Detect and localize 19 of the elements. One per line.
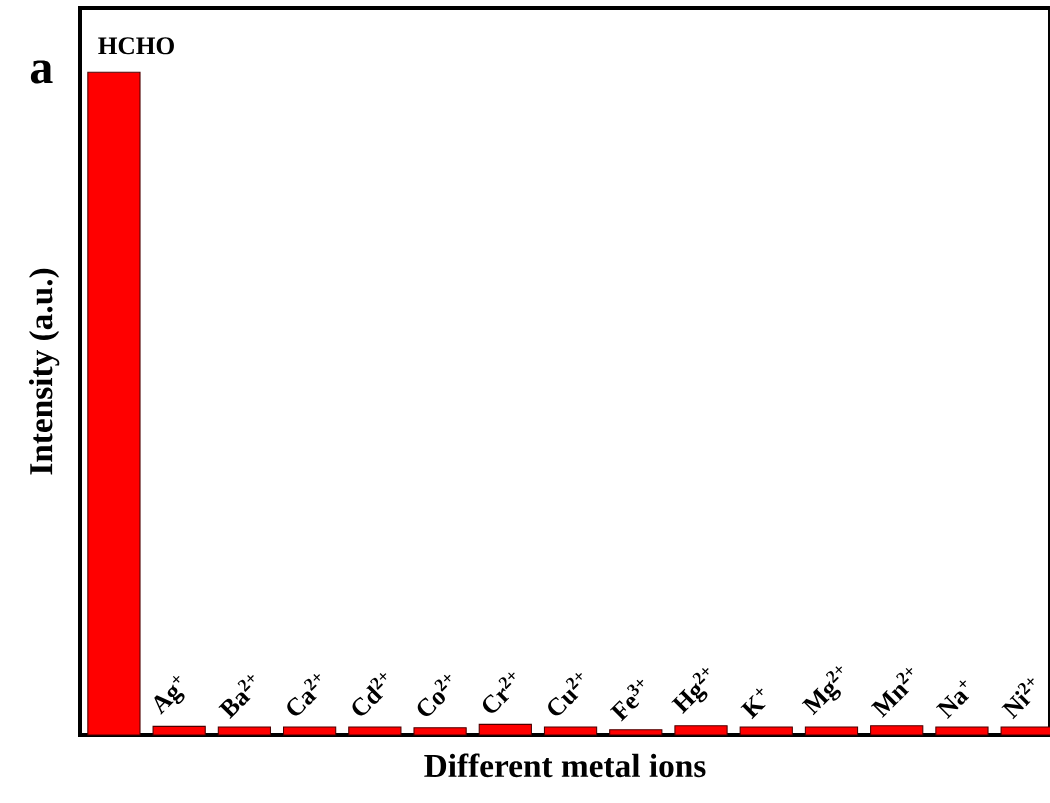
x-tick-label: Fe$^{3+}$	[609, 679, 644, 722]
bar	[87, 72, 141, 735]
x-tick-label: HCHO	[98, 37, 174, 55]
text: a	[30, 60, 53, 84]
x-tick-label: Cd$^{2+}$	[352, 673, 387, 716]
x-tick-label: Mn$^{2+}$	[870, 667, 913, 718]
x-tick-label: Ca$^{2+}$	[287, 674, 321, 716]
x-tick-label: Ag$^{+}$	[154, 675, 185, 715]
x-tick-label: Ba$^{2+}$	[218, 675, 254, 719]
x-tick-label: Hg$^{2+}$	[671, 668, 709, 714]
x-tick-label: K$^{+}$	[740, 688, 766, 720]
x-tick-label: Cu$^{2+}$	[548, 673, 583, 716]
y-axis-title: Intensity (a.u.)	[28, 268, 60, 475]
x-tick-label: Mg$^{2+}$	[801, 666, 843, 716]
x-tick-label: Na$^{+}$	[936, 680, 970, 719]
x-tick-label: Co$^{2+}$	[417, 674, 451, 717]
x-axis-title: Different metal ions	[424, 753, 706, 778]
x-tick-label: Cr$^{2+}$	[482, 672, 515, 713]
x-tick-label: Ni$^{2+}$	[1001, 678, 1034, 720]
